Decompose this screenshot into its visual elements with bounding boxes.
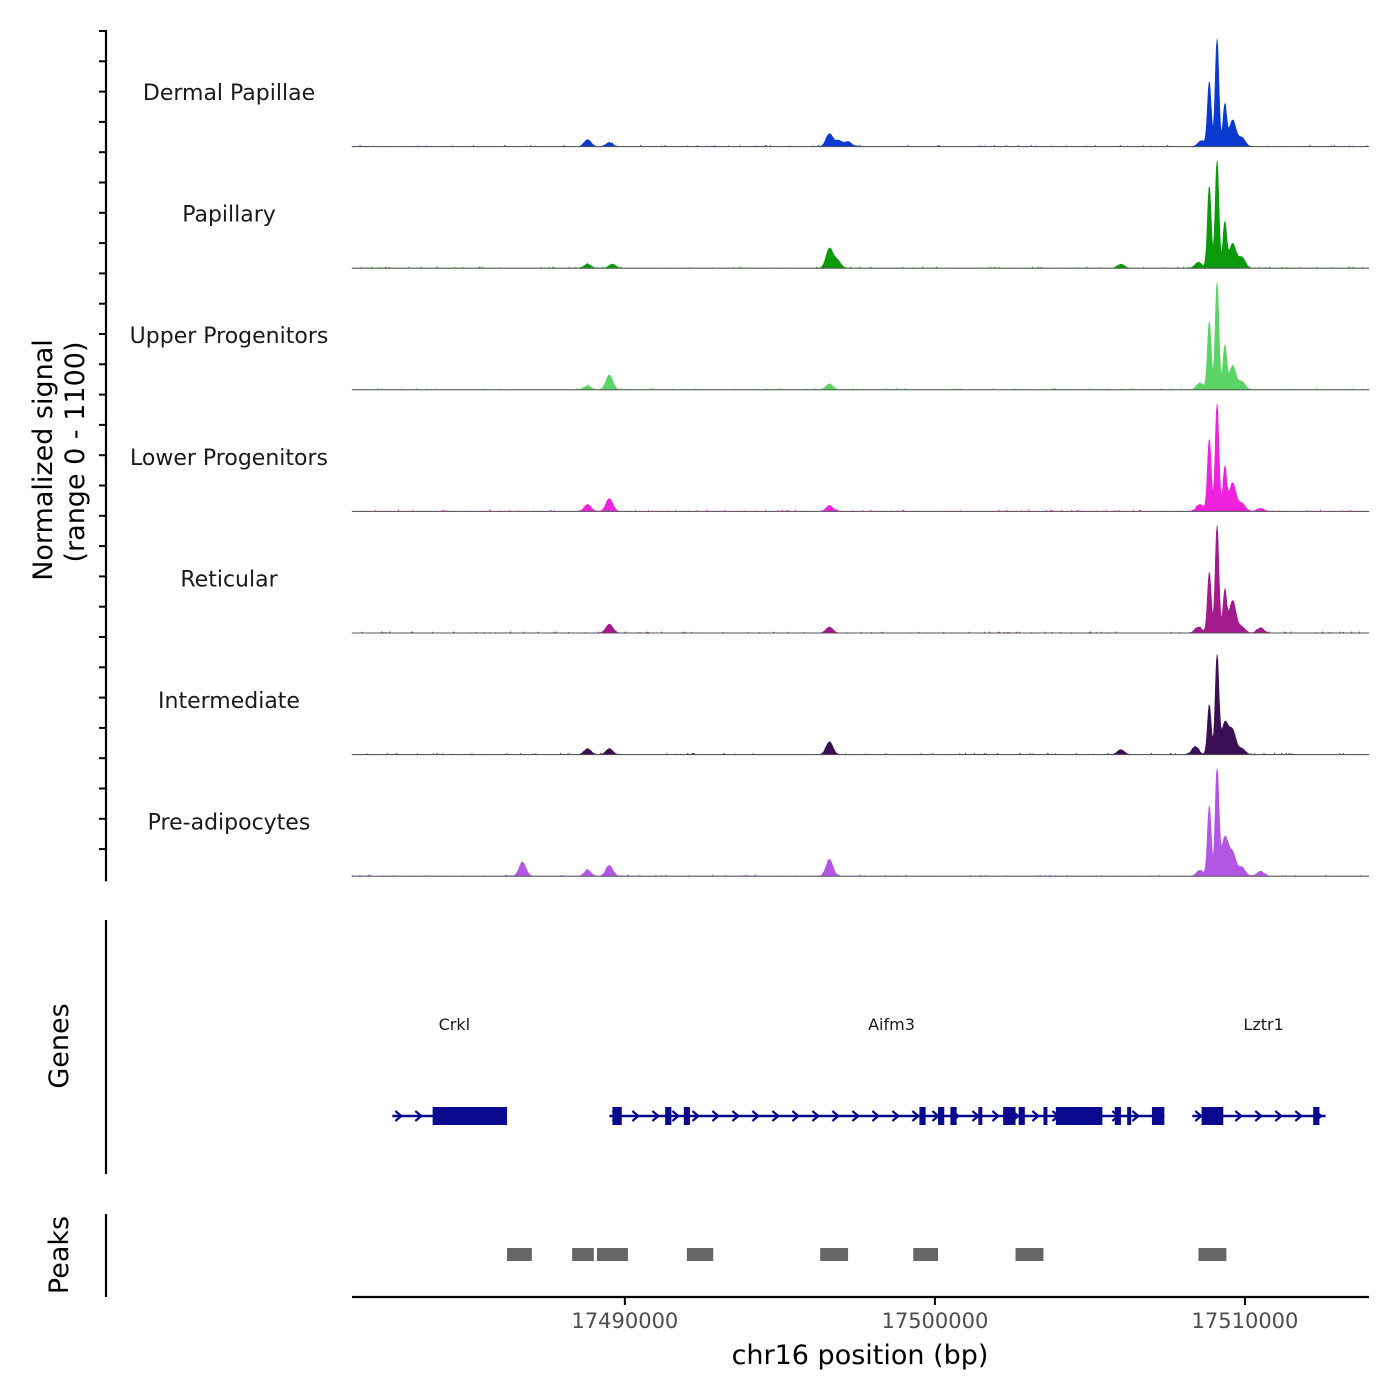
strand-arrow [651, 1110, 661, 1122]
gene-exon [1055, 1107, 1103, 1125]
x-tick-label: 17490000 [571, 1309, 678, 1333]
strand-arrow [811, 1110, 821, 1122]
peak-region [913, 1248, 939, 1261]
peak-region [820, 1248, 849, 1261]
strand-arrow [711, 1110, 721, 1122]
peaks-track: Peaks [44, 1214, 1227, 1297]
signal-area [351, 525, 1370, 634]
strand-arrow [1031, 1110, 1041, 1122]
strand-arrow [1254, 1110, 1263, 1122]
strand-arrow [671, 1110, 681, 1122]
track-label: Pre-adipocytes [148, 811, 311, 836]
strand-arrow [791, 1110, 801, 1122]
peak-region [686, 1248, 714, 1261]
peak-region [1015, 1248, 1044, 1261]
track-label: Reticular [180, 567, 278, 592]
track-label: Dermal Papillae [143, 81, 315, 106]
strand-arrow [771, 1110, 781, 1122]
strand-arrow [1194, 1110, 1203, 1122]
signal-area [351, 160, 1370, 269]
strand-arrow [1131, 1110, 1141, 1122]
track-papillary: Papillary [182, 160, 1370, 269]
strand-arrow [831, 1110, 841, 1122]
gene-label: Lztr1 [1243, 1015, 1283, 1034]
gene-label: Aifm3 [868, 1015, 915, 1034]
track-upper-progenitors: Upper Progenitors [130, 282, 1370, 391]
strand-arrow [394, 1110, 404, 1122]
strand-arrow [1274, 1110, 1283, 1122]
genes-track: Genes Crkl Aifm3 Lztr1 [44, 920, 1326, 1174]
gene-exon [1043, 1107, 1048, 1125]
track-label: Lower Progenitors [130, 446, 328, 471]
gene-exon [938, 1107, 945, 1125]
track-intermediate: Intermediate [158, 654, 1370, 756]
peak-region [596, 1248, 628, 1261]
peak-region [1198, 1248, 1227, 1261]
strand-arrow [731, 1110, 741, 1122]
gene-exon [432, 1107, 508, 1125]
gene-exon [1003, 1107, 1016, 1125]
genes-track-title: Genes [44, 1003, 75, 1088]
gene-exon [1127, 1107, 1132, 1125]
gene-exon [950, 1107, 957, 1125]
gene-exon [683, 1107, 690, 1125]
strand-arrow [751, 1110, 761, 1122]
gene-exon [1018, 1107, 1025, 1125]
track-reticular: Reticular [180, 525, 1370, 634]
gene-exon [1201, 1107, 1224, 1125]
coverage-tracks: Dermal Papillae Papillary Upper Progenitor… [99, 30, 1370, 882]
gene-exon [1114, 1107, 1121, 1125]
track-pre-adipocytes: Pre-adipocytes [148, 768, 1370, 877]
gene-crkl: Crkl [392, 1015, 508, 1125]
strand-arrow [631, 1110, 641, 1122]
signal-area [351, 38, 1370, 148]
track-label: Upper Progenitors [130, 324, 329, 349]
y-axis-title-line2: (range 0 - 1100) [60, 342, 91, 563]
track-label: Intermediate [158, 689, 300, 714]
strand-arrow [911, 1110, 921, 1122]
gene-exon [1313, 1107, 1320, 1125]
strand-arrow [991, 1110, 1001, 1122]
track-dermal-papillae: Dermal Papillae [143, 38, 1370, 148]
gene-aifm3: Aifm3 [609, 1015, 1165, 1125]
x-tick-label: 17500000 [881, 1309, 988, 1333]
x-tick-label: 17510000 [1192, 1309, 1299, 1333]
strand-arrow [691, 1110, 701, 1122]
gene-label: Crkl [439, 1015, 470, 1034]
signal-area [351, 403, 1370, 512]
peak-region [572, 1248, 594, 1261]
peak-region [507, 1248, 532, 1261]
strand-arrow [414, 1110, 424, 1122]
strand-arrow [871, 1110, 881, 1122]
gene-exon [978, 1107, 983, 1125]
strand-arrow [1294, 1110, 1303, 1122]
gene-exon [612, 1107, 622, 1125]
y-axis-title-line1: Normalized signal [28, 339, 59, 581]
signal-area [351, 654, 1370, 756]
x-axis: chr16 position (bp) 17490000 17500000 1751… [352, 1295, 1369, 1371]
gene-lztr1: Lztr1 [1192, 1015, 1326, 1125]
strand-arrow [1234, 1110, 1243, 1122]
x-axis-title: chr16 position (bp) [732, 1340, 989, 1371]
gene-exon [665, 1107, 672, 1125]
signal-area [351, 282, 1370, 391]
peaks-track-title: Peaks [44, 1216, 75, 1294]
gene-exon [1151, 1107, 1165, 1125]
gene-exon [919, 1107, 926, 1125]
signal-area [351, 768, 1370, 877]
strand-arrow [851, 1110, 861, 1122]
track-lower-progenitors: Lower Progenitors [130, 403, 1370, 512]
strand-arrow [891, 1110, 901, 1122]
y-axis-label: Normalized signal (range 0 - 1100) [28, 339, 91, 581]
track-label: Papillary [182, 203, 276, 228]
